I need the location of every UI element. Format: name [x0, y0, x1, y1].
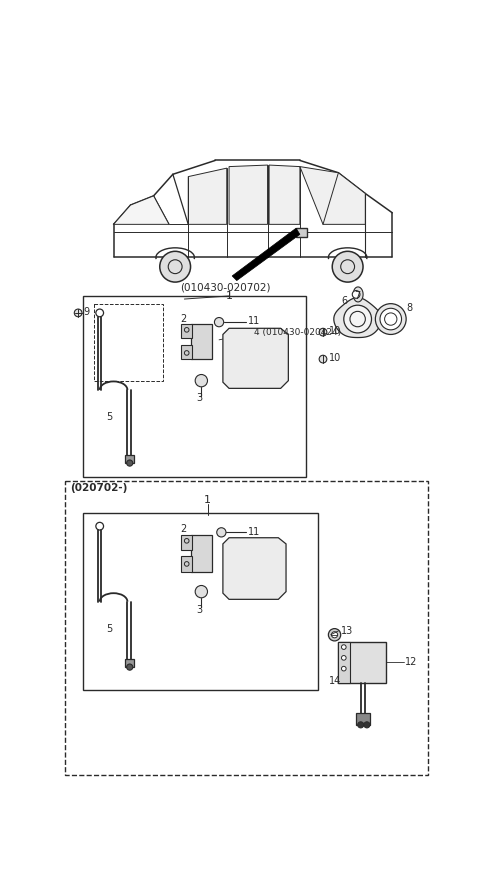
- Circle shape: [332, 251, 363, 282]
- Text: 9: 9: [84, 307, 90, 317]
- Polygon shape: [232, 228, 300, 281]
- Circle shape: [328, 628, 341, 640]
- Bar: [181, 325, 192, 339]
- Text: 2: 2: [180, 314, 187, 324]
- Text: 14: 14: [329, 676, 341, 686]
- Bar: [340, 666, 346, 673]
- Text: 12: 12: [406, 657, 418, 667]
- Polygon shape: [334, 298, 382, 338]
- Text: 11: 11: [248, 527, 260, 536]
- Text: 4 (010430-020424): 4 (010430-020424): [254, 327, 341, 337]
- Polygon shape: [223, 538, 286, 599]
- Bar: [340, 654, 346, 662]
- Bar: [83, 296, 306, 477]
- Circle shape: [380, 308, 402, 330]
- Circle shape: [96, 309, 104, 317]
- Bar: [181, 346, 192, 359]
- Circle shape: [127, 664, 133, 670]
- Bar: [340, 644, 346, 652]
- Circle shape: [341, 645, 346, 649]
- Text: 11: 11: [248, 317, 260, 326]
- Circle shape: [74, 309, 82, 317]
- Circle shape: [217, 528, 226, 537]
- Circle shape: [96, 522, 104, 530]
- Text: (010430-020702): (010430-020702): [180, 283, 271, 292]
- Bar: [65, 480, 429, 775]
- Bar: [181, 556, 192, 571]
- Circle shape: [341, 667, 346, 671]
- Circle shape: [375, 304, 406, 334]
- Polygon shape: [353, 287, 363, 302]
- Bar: [125, 660, 134, 667]
- Circle shape: [352, 290, 360, 298]
- Bar: [83, 513, 318, 690]
- Circle shape: [344, 305, 372, 332]
- Text: 7: 7: [354, 291, 360, 301]
- Bar: [191, 325, 212, 359]
- Circle shape: [160, 251, 191, 282]
- Text: 10: 10: [329, 326, 341, 336]
- Text: 3: 3: [196, 606, 202, 615]
- Bar: [94, 304, 163, 381]
- Bar: [125, 455, 134, 463]
- Polygon shape: [229, 165, 267, 224]
- Text: 5: 5: [106, 624, 112, 634]
- Bar: [296, 228, 307, 236]
- Polygon shape: [114, 196, 169, 224]
- Circle shape: [195, 374, 207, 387]
- Circle shape: [215, 318, 224, 326]
- Text: (020702-): (020702-): [71, 483, 128, 493]
- Polygon shape: [223, 328, 288, 388]
- Polygon shape: [188, 168, 227, 224]
- Circle shape: [341, 655, 346, 660]
- Bar: [181, 535, 192, 550]
- Text: 2: 2: [180, 524, 187, 535]
- Text: 5: 5: [106, 412, 112, 422]
- Bar: [338, 642, 350, 682]
- Circle shape: [319, 328, 327, 336]
- Circle shape: [332, 632, 337, 638]
- Circle shape: [358, 722, 364, 728]
- Polygon shape: [300, 166, 365, 224]
- Text: 1: 1: [226, 291, 232, 301]
- Text: 1: 1: [204, 495, 211, 505]
- Bar: [191, 535, 212, 571]
- Circle shape: [364, 722, 370, 728]
- Bar: [338, 642, 386, 682]
- Text: 8: 8: [406, 303, 412, 312]
- Text: 13: 13: [341, 626, 353, 636]
- Circle shape: [195, 585, 207, 598]
- Polygon shape: [269, 165, 300, 224]
- Text: 6: 6: [341, 296, 348, 305]
- Text: 10: 10: [329, 353, 341, 362]
- Circle shape: [127, 460, 133, 466]
- Text: 3: 3: [196, 393, 202, 402]
- Circle shape: [319, 355, 327, 363]
- Bar: [356, 713, 370, 724]
